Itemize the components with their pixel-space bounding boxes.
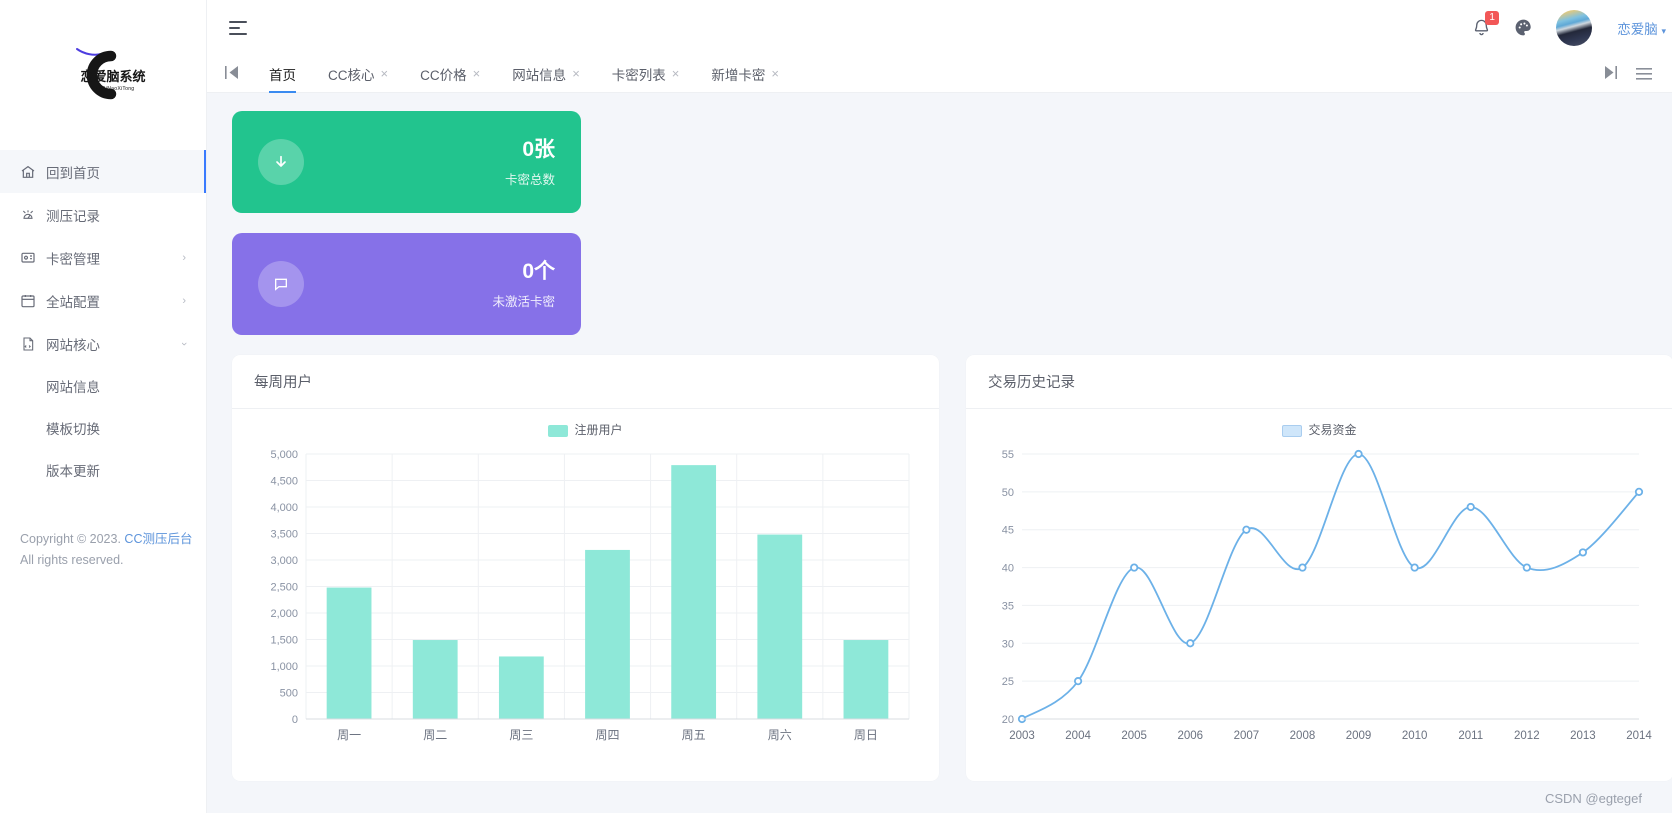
svg-text:45: 45 xyxy=(1002,525,1014,537)
svg-text:500: 500 xyxy=(280,688,298,700)
svg-text:20: 20 xyxy=(1002,714,1014,726)
svg-text:0: 0 xyxy=(292,714,298,726)
svg-text:周日: 周日 xyxy=(854,728,878,742)
svg-text:2012: 2012 xyxy=(1514,730,1540,742)
svg-text:4,000: 4,000 xyxy=(270,502,298,514)
svg-text:周六: 周六 xyxy=(768,728,792,742)
svg-text:1,500: 1,500 xyxy=(270,635,298,647)
svg-text:25: 25 xyxy=(1002,676,1014,688)
svg-text:2014: 2014 xyxy=(1626,730,1652,742)
svg-text:2005: 2005 xyxy=(1121,730,1147,742)
svg-text:周三: 周三 xyxy=(509,728,533,742)
svg-text:2011: 2011 xyxy=(1458,730,1483,742)
svg-text:4,500: 4,500 xyxy=(270,476,298,488)
svg-text:2010: 2010 xyxy=(1402,730,1428,742)
svg-text:55: 55 xyxy=(1002,449,1014,461)
svg-text:50: 50 xyxy=(1002,487,1014,499)
svg-text:周一: 周一 xyxy=(337,728,361,742)
svg-text:5,000: 5,000 xyxy=(270,449,298,461)
svg-text:2008: 2008 xyxy=(1290,730,1316,742)
svg-text:40: 40 xyxy=(1002,563,1014,575)
svg-text:恋爱脑系统: 恋爱脑系统 xyxy=(80,69,145,84)
svg-text:LianAiNaoXiTong: LianAiNaoXiTong xyxy=(92,86,135,92)
svg-text:周二: 周二 xyxy=(423,728,447,742)
svg-text:2009: 2009 xyxy=(1346,730,1372,742)
svg-text:1,000: 1,000 xyxy=(270,661,298,673)
svg-text:3,000: 3,000 xyxy=(270,555,298,567)
svg-text:2004: 2004 xyxy=(1065,730,1091,742)
svg-text:2006: 2006 xyxy=(1177,730,1203,742)
svg-text:2,000: 2,000 xyxy=(270,608,298,620)
svg-text:30: 30 xyxy=(1002,638,1014,650)
svg-text:周五: 周五 xyxy=(682,728,706,742)
svg-text:2007: 2007 xyxy=(1234,730,1260,742)
svg-text:周四: 周四 xyxy=(595,728,619,742)
svg-text:3,500: 3,500 xyxy=(270,529,298,541)
svg-text:35: 35 xyxy=(1002,600,1014,612)
svg-text:2003: 2003 xyxy=(1009,730,1035,742)
svg-text:2,500: 2,500 xyxy=(270,582,298,594)
svg-text:2013: 2013 xyxy=(1570,730,1596,742)
